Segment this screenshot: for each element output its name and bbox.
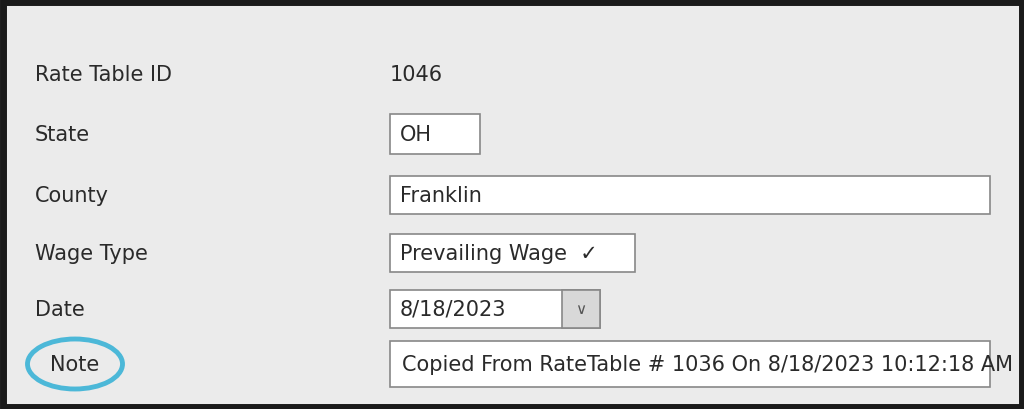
Text: Rate Table ID: Rate Table ID bbox=[35, 65, 172, 85]
Text: 8/18/2023: 8/18/2023 bbox=[400, 299, 507, 319]
Text: Prevailing Wage  ✓: Prevailing Wage ✓ bbox=[400, 243, 598, 263]
Text: County: County bbox=[35, 186, 109, 205]
FancyBboxPatch shape bbox=[390, 177, 990, 214]
Text: ∨: ∨ bbox=[575, 302, 587, 317]
Ellipse shape bbox=[28, 339, 123, 389]
Text: 1046: 1046 bbox=[390, 65, 443, 85]
Text: Date: Date bbox=[35, 299, 85, 319]
Text: State: State bbox=[35, 125, 90, 145]
FancyBboxPatch shape bbox=[390, 341, 990, 387]
Text: OH: OH bbox=[400, 125, 432, 145]
FancyBboxPatch shape bbox=[562, 290, 600, 328]
FancyBboxPatch shape bbox=[390, 115, 480, 155]
Text: Franklin: Franklin bbox=[400, 186, 482, 205]
Text: Wage Type: Wage Type bbox=[35, 243, 147, 263]
Text: Copied From RateTable # 1036 On 8/18/2023 10:12:18 AM: Copied From RateTable # 1036 On 8/18/202… bbox=[402, 354, 1013, 374]
FancyBboxPatch shape bbox=[390, 234, 635, 272]
FancyBboxPatch shape bbox=[390, 290, 600, 328]
Text: Note: Note bbox=[50, 354, 99, 374]
